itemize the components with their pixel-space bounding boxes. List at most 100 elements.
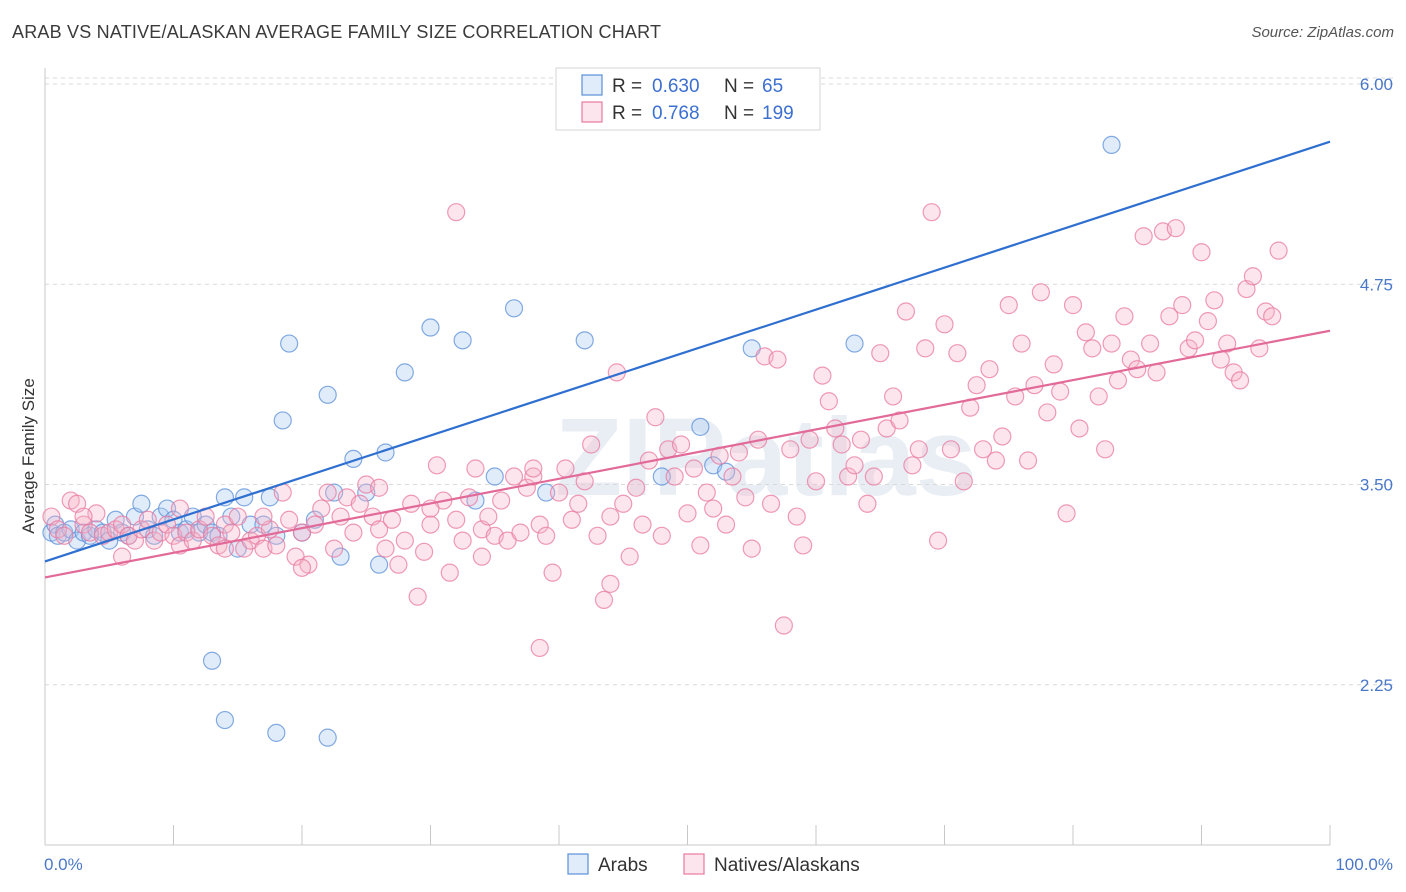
data-point: [1263, 307, 1282, 326]
data-point: [652, 526, 671, 545]
data-point: [845, 456, 864, 475]
series-natives: [42, 203, 1288, 658]
legend-r-value: 0.768: [652, 103, 700, 124]
data-point: [1115, 307, 1134, 326]
data-point: [504, 299, 524, 318]
data-point: [408, 587, 427, 606]
legend-box: [555, 67, 821, 131]
data-point: [1063, 296, 1083, 315]
data-point: [228, 507, 247, 526]
data-point: [652, 467, 671, 486]
data-point: [967, 376, 986, 395]
data-point: [896, 302, 916, 321]
data-point: [723, 467, 742, 486]
data-point: [344, 523, 363, 542]
data-point: [280, 510, 299, 529]
data-point: [1185, 331, 1205, 350]
data-point: [1108, 371, 1128, 390]
data-point: [504, 467, 524, 486]
data-point: [826, 419, 845, 438]
data-point: [922, 203, 941, 222]
data-point: [845, 334, 864, 353]
data-point: [1134, 227, 1153, 246]
data-point: [421, 515, 440, 534]
data-point: [325, 539, 344, 558]
legend-n-value: 199: [762, 103, 794, 124]
data-point: [993, 427, 1012, 446]
data-point: [948, 344, 967, 363]
data-point: [318, 483, 337, 502]
trend-lines: [44, 140, 1331, 579]
data-point: [1031, 283, 1050, 302]
data-point: [787, 507, 806, 526]
data-point: [1269, 241, 1288, 260]
data-point: [575, 331, 594, 350]
data-point: [1147, 363, 1166, 382]
data-point: [716, 515, 736, 534]
data-point: [883, 387, 903, 406]
data-point: [511, 523, 530, 542]
data-point: [1198, 312, 1218, 331]
data-point: [678, 504, 697, 523]
data-point: [691, 417, 710, 436]
data-point: [691, 536, 710, 555]
data-point: [537, 483, 556, 502]
data-point: [421, 318, 440, 337]
data-point: [549, 483, 569, 502]
data-point: [736, 488, 755, 507]
data-point: [1089, 387, 1108, 406]
chart-source: Source: ZipAtlas.com: [1251, 24, 1394, 41]
data-point: [582, 435, 601, 454]
data-point: [370, 520, 389, 539]
data-point: [742, 539, 761, 558]
data-point: [395, 363, 414, 382]
bottom-legend-label: Natives/Alaskans: [714, 855, 860, 876]
data-point: [832, 435, 851, 454]
y-tick-label: 2.25: [1360, 676, 1393, 695]
data-point: [806, 472, 826, 491]
data-point: [851, 430, 871, 449]
data-point: [768, 350, 787, 369]
trend-line-natives: [44, 329, 1331, 579]
data-point: [447, 203, 466, 222]
data-point: [1166, 219, 1185, 238]
data-point: [1012, 334, 1031, 353]
data-point: [1102, 334, 1121, 353]
data-point: [376, 539, 395, 558]
data-point: [1076, 323, 1095, 342]
data-point: [601, 507, 620, 526]
data-point: [202, 651, 222, 670]
data-point: [800, 430, 819, 449]
data-point: [1096, 440, 1115, 459]
data-point: [813, 366, 832, 385]
data-point: [954, 472, 973, 491]
axes: 0.0% 100.0%: [44, 68, 1393, 874]
data-point: [665, 467, 684, 486]
data-point: [1243, 267, 1263, 286]
data-point: [453, 331, 472, 350]
data-point: [1038, 403, 1057, 422]
data-point: [1044, 355, 1063, 374]
data-point: [614, 494, 633, 513]
data-point: [562, 510, 581, 529]
data-point: [864, 467, 883, 486]
data-point: [1057, 504, 1076, 523]
data-point: [774, 616, 793, 635]
data-point: [601, 574, 620, 593]
data-point: [395, 531, 414, 550]
data-point: [1102, 135, 1121, 154]
data-point: [697, 483, 716, 502]
data-point: [472, 547, 491, 566]
data-point: [389, 555, 408, 574]
data-point: [973, 440, 993, 459]
data-point: [890, 411, 909, 430]
data-point: [537, 526, 556, 545]
data-point: [1173, 296, 1192, 315]
legend-n-label: N =: [724, 76, 754, 97]
data-point: [350, 494, 369, 513]
data-point: [215, 710, 234, 730]
data-point: [1218, 334, 1237, 353]
data-point: [112, 515, 132, 534]
data-point: [704, 499, 723, 518]
